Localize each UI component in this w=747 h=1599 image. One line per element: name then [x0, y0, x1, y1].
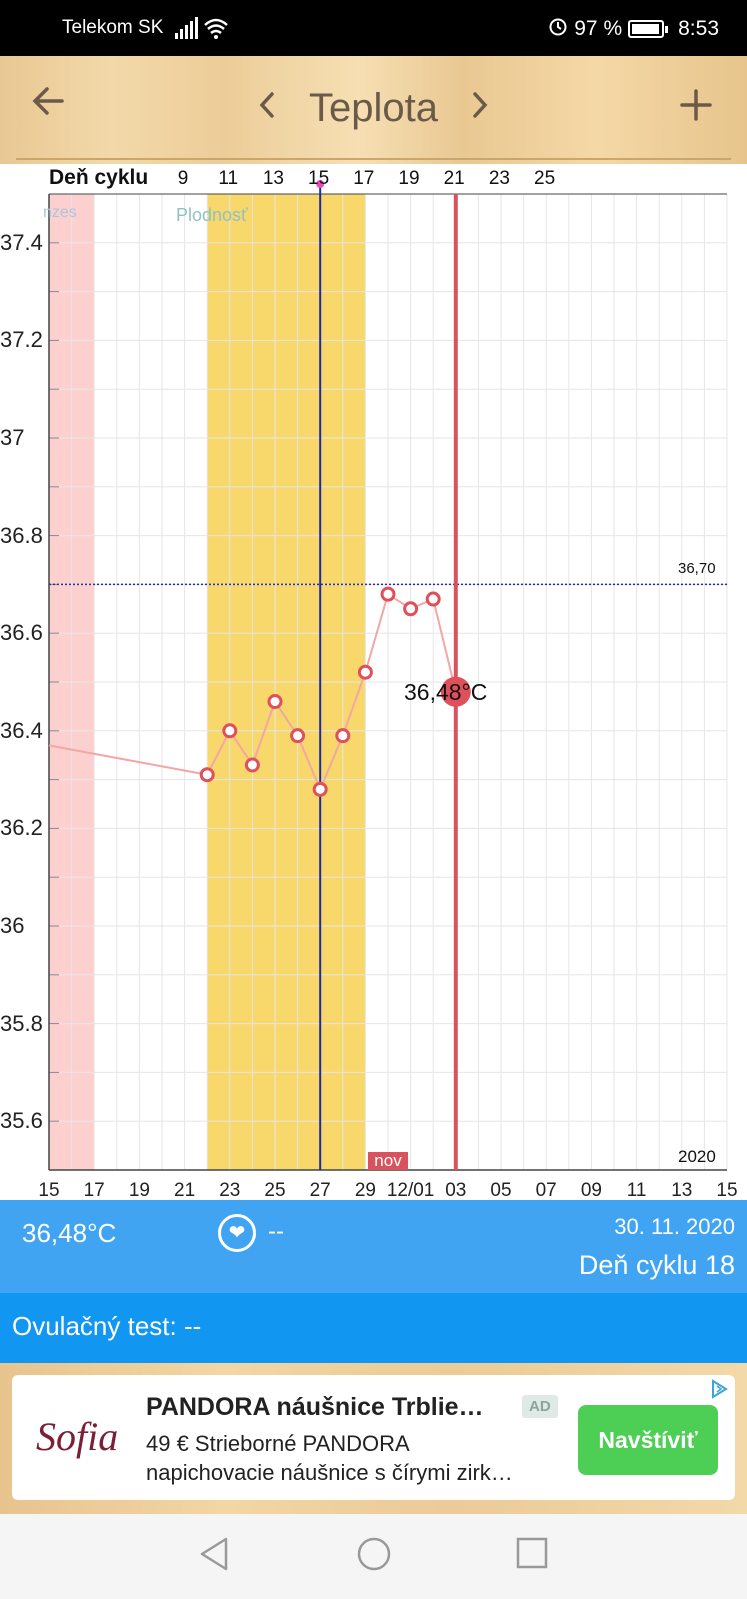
y-tick-label: 36.8	[0, 522, 43, 548]
ovulation-test-bar[interactable]: Ovulačný test: --	[0, 1293, 747, 1363]
x-tick-label: 03	[445, 1180, 467, 1201]
threshold-label: 36,70	[678, 560, 716, 577]
temperature-line	[48, 592, 457, 792]
clock: 8:53	[678, 17, 719, 40]
y-tick-label: 35.8	[0, 1010, 43, 1036]
x-tick-label: 07	[535, 1180, 557, 1201]
temperature-point	[244, 757, 260, 773]
x-tick-label: 15	[716, 1180, 738, 1201]
prev-button[interactable]	[236, 89, 298, 128]
nav-back-icon[interactable]	[198, 1536, 230, 1572]
ad-title[interactable]: PANDORA náušnice Trblie…	[146, 1393, 484, 1421]
nav-home-icon[interactable]	[356, 1536, 392, 1572]
cycle-day-tick: 13	[262, 168, 284, 189]
ad-badge: AD	[522, 1395, 558, 1418]
ad-banner[interactable]: Sofia PANDORA náušnice Trblie… AD 49 € S…	[12, 1375, 735, 1500]
cycle-day-tick: 25	[534, 168, 556, 189]
chevron-left-icon	[259, 92, 274, 118]
x-tick-label: 17	[83, 1180, 105, 1201]
cycle-day: Deň cyklu 18	[578, 1250, 735, 1280]
carrier-name: Telekom SK	[62, 17, 164, 38]
cycle-day-tick: 19	[398, 168, 420, 189]
ad-visit-button[interactable]: Navštíviť	[578, 1405, 718, 1475]
menstruation-band	[49, 194, 95, 1170]
y-tick-label: 36.4	[0, 717, 43, 743]
fertility-band	[207, 194, 366, 1170]
ovulation-test-label: Ovulačný test: --	[12, 1311, 202, 1341]
ad-logo: Sofia	[36, 1414, 119, 1459]
temperature-value: 36,48°C	[22, 1218, 117, 1248]
x-tick-label: 25	[264, 1180, 286, 1201]
heart-value: --	[268, 1218, 284, 1245]
title-bar: Teplota	[0, 84, 747, 131]
temperature-point	[199, 767, 215, 783]
ad-description-line1: 49 € Strieborné PANDORA	[146, 1431, 410, 1456]
selected-date: 30. 11. 2020	[614, 1214, 735, 1239]
info-bar: 36,48°C ❤ -- 30. 11. 2020 Deň cyklu 18	[0, 1200, 747, 1293]
temperature-point	[357, 664, 373, 680]
cycle-axis-title: Deň cyklu	[49, 166, 149, 189]
page-title: Teplota	[309, 85, 438, 130]
temperature-point	[290, 728, 306, 744]
x-tick-label: 23	[219, 1180, 241, 1201]
y-tick-label: 37.4	[0, 229, 43, 255]
x-tick-label: 29	[354, 1180, 376, 1201]
y-tick-label: 37	[0, 425, 25, 450]
system-nav-bar	[0, 1514, 747, 1599]
battery-icon	[628, 20, 669, 38]
ad-description-line2: napichovacie náušnice s čírymi zirk…	[146, 1460, 513, 1485]
cycle-day-tick: 11	[218, 168, 239, 189]
temperature-point	[403, 601, 419, 617]
x-tick-label: 19	[128, 1180, 150, 1201]
nav-recents-icon[interactable]	[515, 1536, 549, 1570]
cycle-day-tick: 17	[353, 168, 375, 189]
x-tick-label: 27	[309, 1180, 331, 1201]
y-tick-label: 36.6	[0, 620, 43, 646]
x-tick-label: 09	[580, 1180, 602, 1201]
cycle-day-tick: 15	[308, 168, 330, 189]
x-tick-label: 11	[626, 1180, 647, 1201]
year-label: 2020	[678, 1147, 716, 1166]
menstruation-label: nzes	[43, 204, 77, 221]
today-marker-label: nov	[368, 1152, 408, 1170]
temperature-point	[335, 728, 351, 744]
next-button[interactable]	[449, 89, 511, 128]
ad-zone: Sofia PANDORA náušnice Trblie… AD 49 € S…	[0, 1363, 747, 1514]
back-button[interactable]	[30, 78, 66, 134]
y-tick-label: 36	[0, 913, 25, 938]
temperature-point	[380, 586, 396, 602]
temperature-point	[222, 723, 238, 739]
ad-choices-icon[interactable]	[709, 1379, 729, 1399]
header-divider	[16, 158, 731, 160]
x-tick-label: 13	[671, 1180, 693, 1201]
signal-wifi-icon	[175, 17, 231, 45]
y-tick-label: 37.2	[0, 327, 43, 353]
x-tick-label: 12/01	[386, 1180, 435, 1201]
app-header: Teplota	[0, 56, 747, 164]
x-tick-label: 21	[174, 1180, 196, 1201]
status-bar: Telekom SK 97 % 8:53	[0, 0, 747, 56]
y-tick-label: 36.2	[0, 815, 43, 841]
temperature-point	[312, 781, 328, 797]
cycle-day-tick: 21	[443, 168, 465, 189]
battery-percent: 97 %	[574, 17, 623, 40]
cycle-day-tick: 23	[488, 168, 510, 189]
fertility-label: Plodnosť	[176, 205, 248, 225]
cycle-day-tick: 9	[177, 168, 189, 189]
temperature-point	[267, 694, 283, 710]
arrow-left-icon	[32, 87, 64, 115]
chevron-right-icon	[473, 92, 488, 118]
current-value-label: 36,48°C	[404, 679, 488, 705]
heart-icon[interactable]: ❤	[218, 1214, 256, 1252]
add-button[interactable]	[679, 78, 713, 134]
x-tick-label: 15	[38, 1180, 60, 1201]
y-tick-label: 35.6	[0, 1108, 43, 1134]
x-tick-label: 05	[490, 1180, 512, 1201]
plus-icon	[680, 89, 712, 121]
alarm-icon	[548, 16, 568, 42]
temperature-point	[425, 591, 441, 607]
